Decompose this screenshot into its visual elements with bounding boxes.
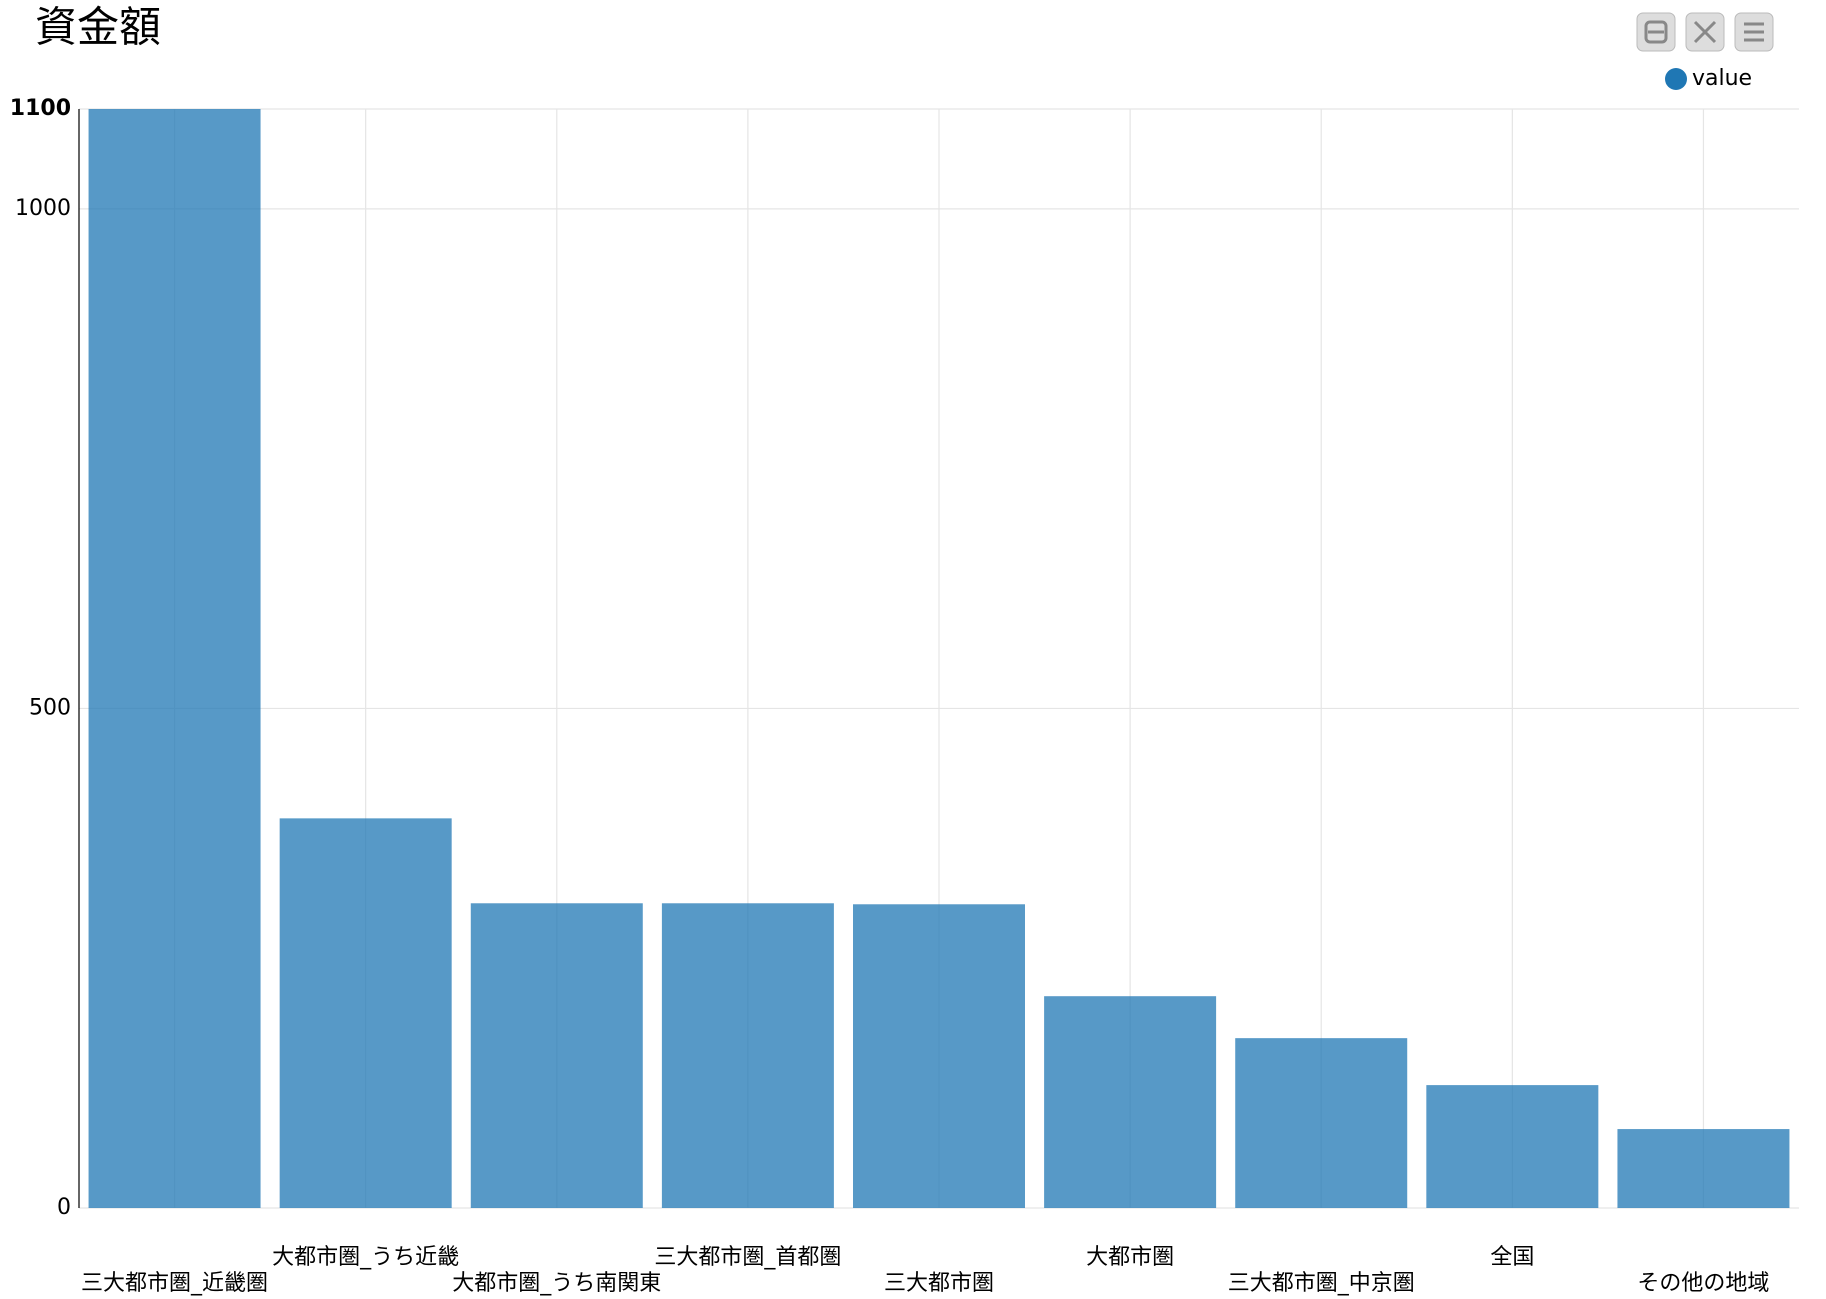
x-tick-label: その他の地域 xyxy=(1637,1271,1769,1296)
x-tick-label: 三大都市圏_近畿圏 xyxy=(81,1271,268,1296)
x-tick-label: 三大都市圏_首都圏 xyxy=(654,1245,841,1270)
x-tick-label: 大都市圏 xyxy=(1086,1245,1174,1270)
y-tick-label: 0 xyxy=(57,1195,71,1220)
x-tick-label: 大都市圏_うち近畿 xyxy=(272,1245,459,1270)
bar xyxy=(470,903,643,1208)
bar xyxy=(1617,1129,1790,1208)
bar xyxy=(88,109,261,1208)
y-tick-label: 1000 xyxy=(15,196,71,221)
y-tick-label: 500 xyxy=(29,695,71,720)
x-tick-label: 三大都市圏_中京圏 xyxy=(1228,1271,1415,1296)
legend-label: value xyxy=(1692,66,1752,91)
x-tick-label: 三大都市圏 xyxy=(884,1271,994,1296)
bar xyxy=(853,904,1025,1208)
y-tick-label: 1100 xyxy=(10,96,71,121)
legend-marker xyxy=(1665,68,1687,90)
bar xyxy=(1235,1038,1408,1208)
toolbar[interactable] xyxy=(1636,12,1774,52)
x-tick-label: 大都市圏_うち南関東 xyxy=(452,1271,661,1296)
chart-title: 資金額 xyxy=(35,3,161,52)
bar xyxy=(279,818,452,1208)
x-tick-label: 全国 xyxy=(1490,1245,1534,1270)
bar xyxy=(1044,996,1217,1208)
bar xyxy=(661,903,834,1208)
bar xyxy=(1426,1085,1599,1208)
